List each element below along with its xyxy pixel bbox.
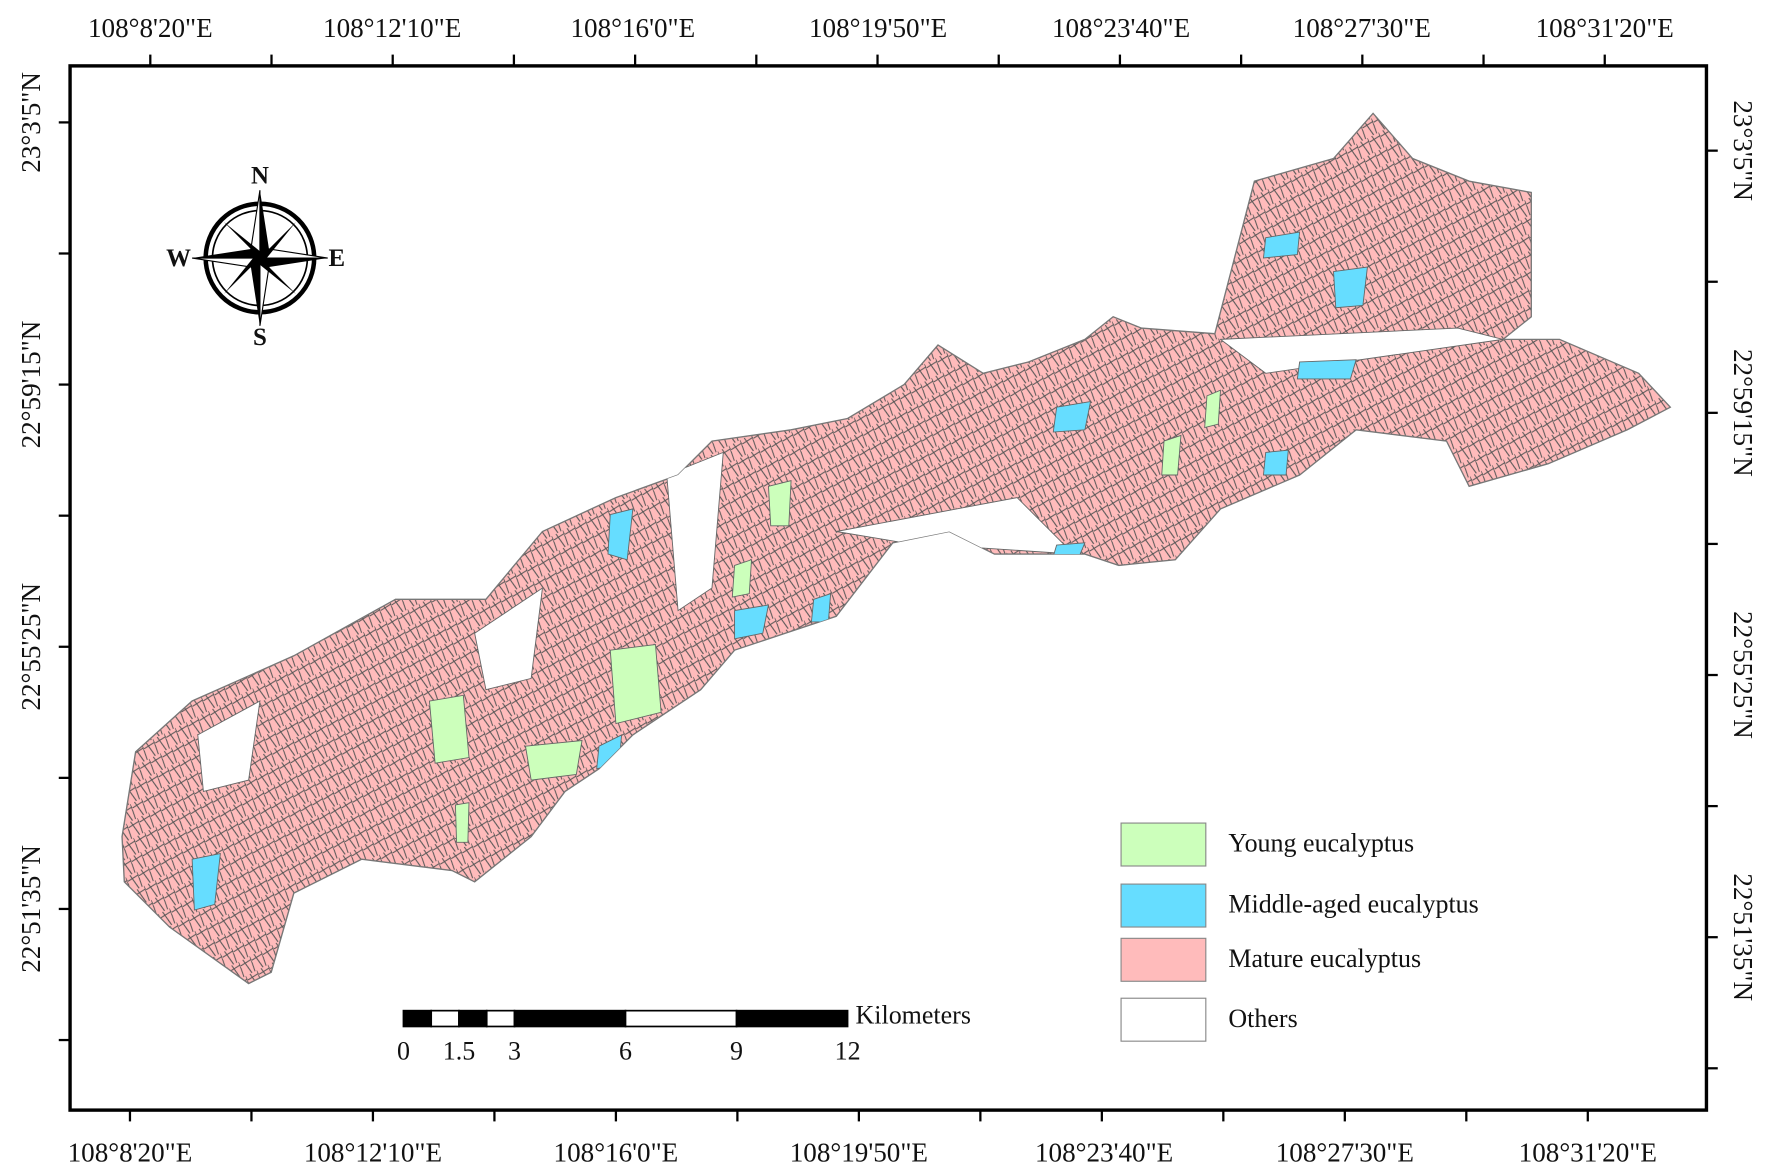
legend-swatch bbox=[1120, 937, 1207, 982]
longitude-label: 108°19'50"E bbox=[809, 13, 947, 43]
longitude-label: 108°23'40"E bbox=[1052, 13, 1190, 43]
longitude-label: 108°16'0"E bbox=[554, 1138, 679, 1168]
latitude-label: 22°55'25"N bbox=[1728, 611, 1758, 739]
longitude-label: 108°27'30"E bbox=[1293, 13, 1431, 43]
compass-letter: S bbox=[253, 324, 267, 351]
longitude-label: 108°12'10"E bbox=[323, 13, 461, 43]
legend-label: Mature eucalyptus bbox=[1228, 944, 1421, 973]
longitude-label: 108°19'50"E bbox=[790, 1138, 928, 1168]
legend-label: Middle-aged eucalyptus bbox=[1228, 890, 1478, 919]
scale-bar-segment bbox=[735, 1009, 849, 1028]
legend-swatch bbox=[1120, 997, 1207, 1042]
latitude-label: 22°51'35"N bbox=[1728, 873, 1758, 1001]
latitude-label: 22°55'25"N bbox=[16, 583, 46, 711]
scale-bar-segment bbox=[458, 1009, 488, 1028]
scale-bar-label: 3 bbox=[508, 1037, 521, 1066]
scale-bar-segment bbox=[430, 1009, 460, 1028]
longitude-label: 108°23'40"E bbox=[1035, 1138, 1173, 1168]
legend-label: Young eucalyptus bbox=[1228, 829, 1414, 858]
longitude-label: 108°16'0"E bbox=[571, 13, 696, 43]
compass-letter: N bbox=[251, 162, 269, 189]
longitude-label: 108°31'20"E bbox=[1536, 13, 1674, 43]
compass-letter: W bbox=[166, 245, 191, 272]
north-arrow bbox=[192, 190, 328, 326]
latitude-label: 22°59'15"N bbox=[1728, 349, 1758, 477]
longitude-label: 108°31'20"E bbox=[1519, 1138, 1657, 1168]
legend-swatch bbox=[1120, 822, 1207, 867]
scale-bar-label: 9 bbox=[730, 1037, 743, 1066]
longitude-label: 108°8'20"E bbox=[68, 1138, 193, 1168]
scale-bar-label: 1.5 bbox=[443, 1037, 475, 1066]
latitude-label: 22°59'15"N bbox=[16, 321, 46, 449]
scale-bar-label: 6 bbox=[619, 1037, 632, 1066]
longitude-label: 108°27'30"E bbox=[1276, 1138, 1414, 1168]
scale-bar-segment bbox=[624, 1009, 738, 1028]
scale-bar-unit: Kilometers bbox=[855, 1000, 970, 1029]
scale-bar-segment bbox=[485, 1009, 516, 1028]
latitude-label: 22°51'35"N bbox=[16, 845, 46, 973]
legend-swatch bbox=[1120, 883, 1207, 928]
scale-bar-segment bbox=[402, 1009, 433, 1028]
compass-letter: E bbox=[328, 245, 345, 272]
scale-bar-label: 0 bbox=[397, 1037, 410, 1066]
latitude-label: 23°3'5"N bbox=[16, 72, 46, 173]
longitude-label: 108°12'10"E bbox=[304, 1138, 442, 1168]
longitude-label: 108°8'20"E bbox=[88, 13, 213, 43]
latitude-label: 23°3'5"N bbox=[1728, 100, 1758, 201]
study-area bbox=[121, 112, 1672, 985]
legend-label: Others bbox=[1228, 1004, 1297, 1033]
scale-bar-label: 12 bbox=[835, 1037, 861, 1066]
scale-bar-segment bbox=[513, 1009, 627, 1028]
